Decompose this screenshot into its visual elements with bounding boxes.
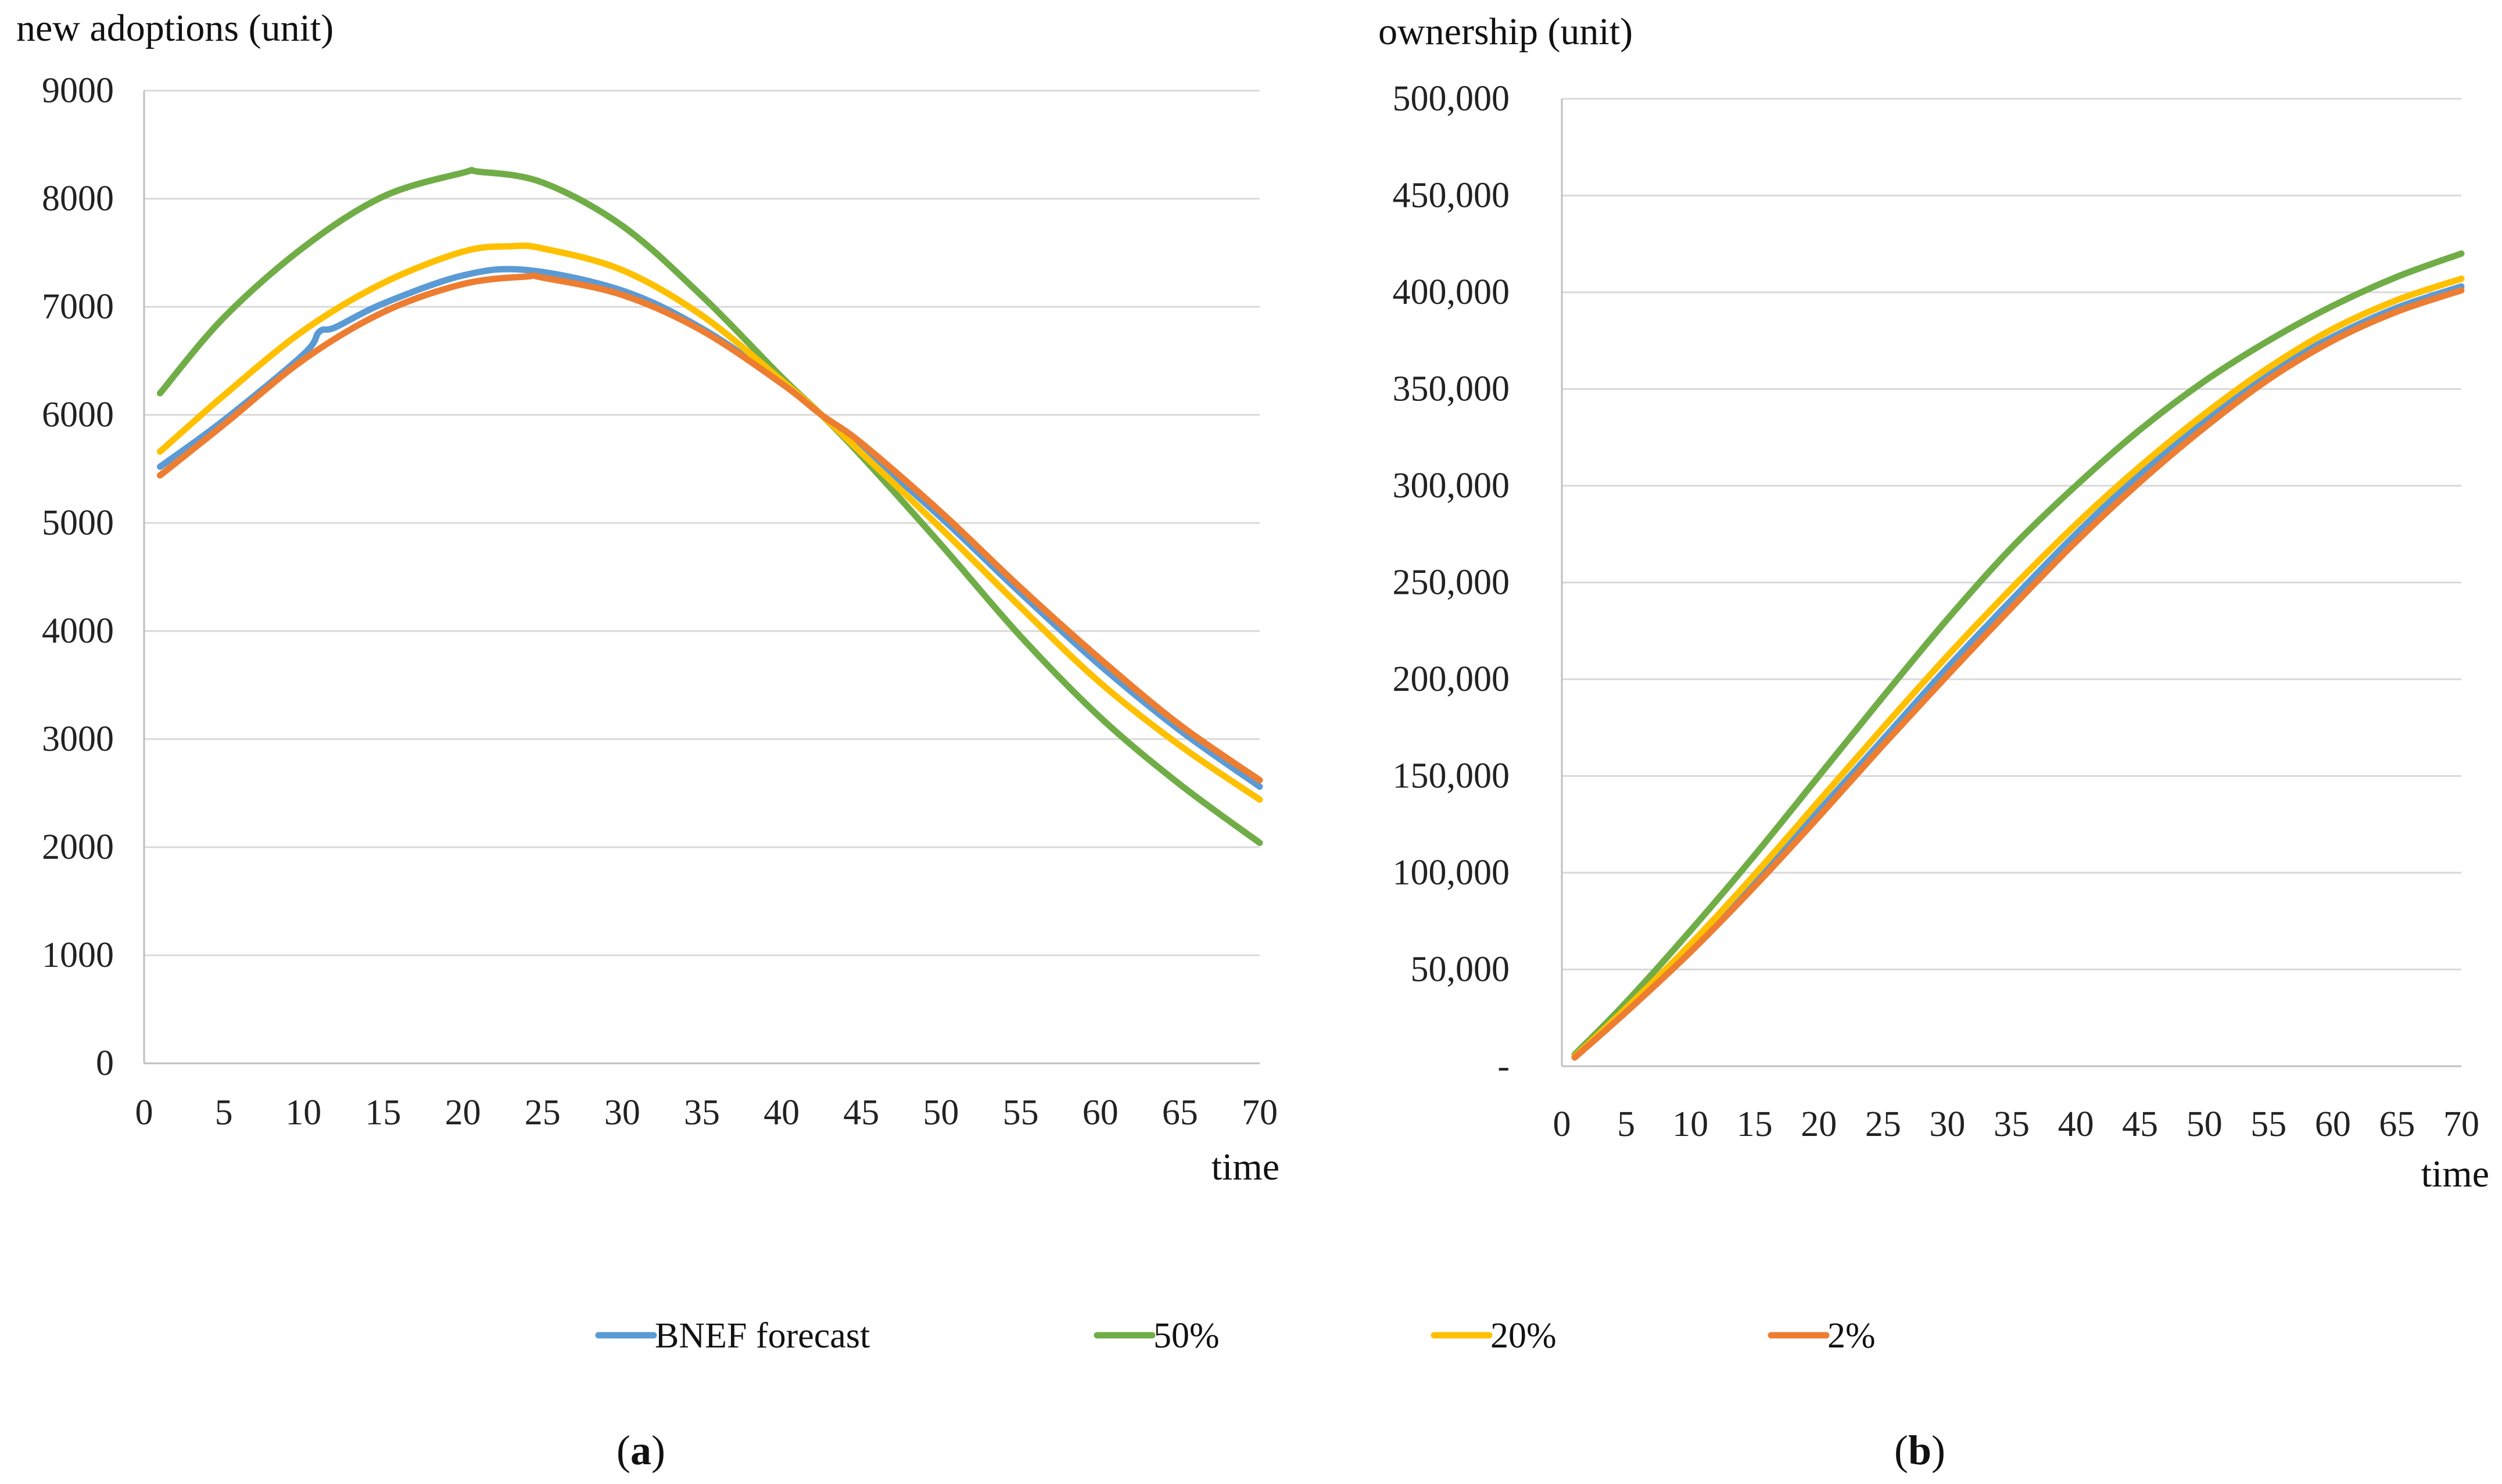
x-tick-label: 70 [2443,1105,2479,1144]
chart-panel-b: - 50,000 100,000 150,000 200,000 250,000 300,0… [1378,10,2489,1474]
y-tick-label: 7000 [42,287,114,327]
x-axis-label: time [1211,1146,1279,1188]
legend-label: 50% [1153,1316,1220,1356]
x-tick-label: 40 [763,1093,800,1132]
x-tick-label: 60 [1082,1093,1119,1132]
y-tick-label: 450,000 [1393,176,1510,216]
legend-label: 20% [1490,1316,1557,1356]
x-tick-label: 5 [215,1093,233,1132]
x-tick-label: 10 [1672,1105,1708,1144]
x-tick-label: 20 [445,1093,481,1132]
y-tick-label: 6000 [42,395,114,435]
x-tick-label: 65 [1162,1093,1198,1132]
x-tick-label: 45 [843,1093,879,1132]
panel-letter: b [1908,1427,1931,1474]
x-tick-label: 5 [1617,1105,1635,1144]
series-line-bnef-forecast [1571,283,2465,1060]
y-tick-label: 4000 [42,611,114,651]
y-tick-label: 0 [96,1044,114,1083]
x-tick-label: 55 [2250,1105,2286,1144]
y-tick-label: 150,000 [1393,757,1510,796]
series-line-20- [1571,275,2465,1060]
series-line-2- [1571,287,2465,1061]
x-tick-label: 40 [2058,1105,2094,1144]
y-tick-label: 9000 [42,71,114,110]
chart-panel-a: 0 1000 2000 3000 4000 5000 6000 7000 8000 9000 0 5 1… [16,7,1279,1474]
y-tick-label: 300,000 [1393,466,1510,506]
y-tick-label: 200,000 [1393,659,1510,699]
x-tick-label: 60 [2315,1105,2351,1144]
y-tick-label: 3000 [42,719,114,759]
x-tick-label: 35 [1994,1105,2030,1144]
legend-label: 2% [1827,1316,1876,1356]
y-tick-label: 100,000 [1393,853,1510,892]
legend-label: BNEF forecast [655,1316,870,1356]
series-line-2- [156,272,1263,784]
x-tick-label: 25 [1865,1105,1901,1144]
x-tick-label: 25 [525,1093,561,1132]
x-tick-label: 15 [365,1093,401,1132]
x-tick-label: 15 [1737,1105,1773,1144]
y-tick-label: 350,000 [1393,370,1510,409]
y-tick-label: 1000 [42,935,114,975]
panel-label: (a) [616,1427,665,1474]
x-tick-label: 30 [1929,1105,1965,1144]
y-tick-label: - [1497,1046,1510,1086]
panel-label: (b) [1894,1427,1945,1474]
x-tick-label: 50 [923,1093,959,1132]
x-tick-label: 50 [2186,1105,2223,1144]
x-tick-label: 10 [285,1093,321,1132]
x-tick-label: 35 [684,1093,720,1132]
y-tick-label: 400,000 [1393,273,1510,312]
x-tick-label: 0 [135,1093,153,1132]
y-tick-label: 5000 [42,503,114,543]
y-tick-label: 500,000 [1393,79,1510,119]
y-axis-label: ownership (unit) [1378,10,1633,53]
y-tick-label: 8000 [42,179,114,218]
y-tick-label: 50,000 [1411,950,1510,990]
x-tick-label: 20 [1801,1105,1837,1144]
series-line-50- [156,167,1263,847]
panel-letter: a [630,1427,651,1474]
x-tick-label: 30 [604,1093,640,1132]
x-tick-label: 45 [2122,1105,2158,1144]
x-axis-label: time [2421,1153,2489,1195]
y-axis-label: new adoptions (unit) [16,7,334,49]
y-tick-label: 250,000 [1393,563,1510,603]
series-line-20- [156,242,1263,803]
x-tick-label: 65 [2379,1105,2415,1144]
x-tick-label: 55 [1003,1093,1039,1132]
y-tick-label: 2000 [42,827,114,867]
series-line-50- [1571,250,2465,1058]
legend: BNEF forecast 50% 20% 2% [595,1316,1876,1356]
x-tick-label: 0 [1553,1105,1571,1144]
x-tick-label: 70 [1242,1093,1278,1132]
